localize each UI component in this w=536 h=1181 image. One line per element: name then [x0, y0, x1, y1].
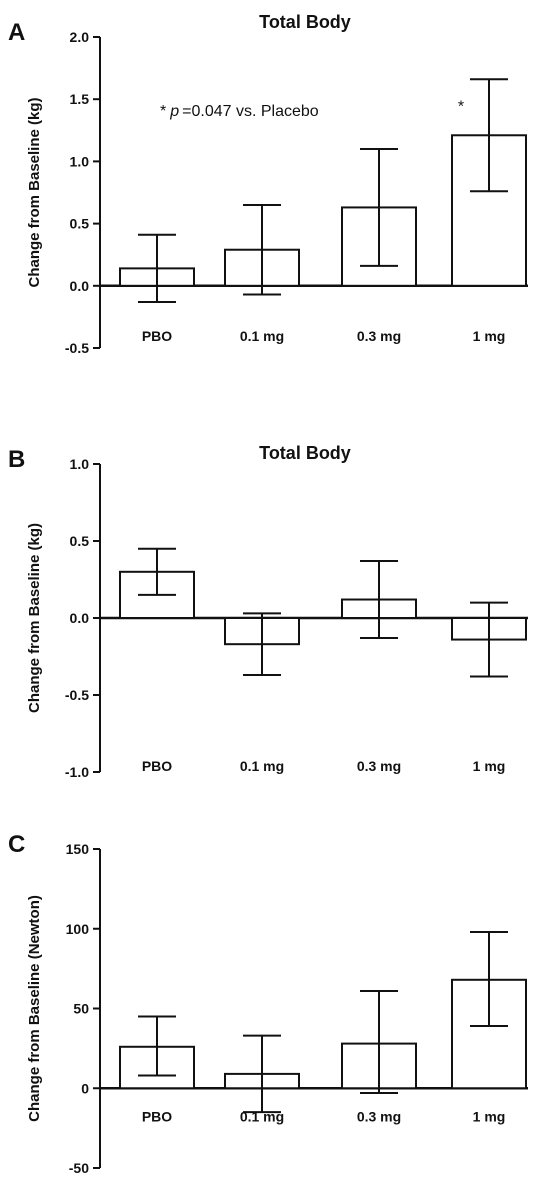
- y-tick-label: 0.0: [70, 610, 90, 626]
- chart-title: Total Body: [259, 12, 351, 32]
- chart-panel-c: C Change from Baseline (Newton) 150 100 50 0 -…: [8, 831, 528, 1176]
- y-tick-label: 1.5: [70, 91, 90, 107]
- y-tick-label: 1.0: [70, 153, 90, 169]
- panel-letter: A: [8, 19, 25, 46]
- x-tick-label: 0.3 mg: [357, 328, 401, 344]
- chart-title: Total Body: [259, 443, 351, 463]
- annotation-text: =0.047 vs. Placebo: [182, 103, 319, 120]
- y-tick-label: 1.0: [70, 456, 90, 472]
- x-tick-label: 0.1 mg: [240, 328, 284, 344]
- annotation-p: p: [169, 103, 179, 120]
- y-axis-label: Change from Baseline (Newton): [26, 895, 43, 1122]
- panel-letter: B: [8, 446, 25, 473]
- x-tick-label: 0.3 mg: [357, 758, 401, 774]
- p-value-annotation: * p =0.047 vs. Placebo: [160, 103, 319, 120]
- panel-letter: C: [8, 831, 25, 858]
- x-tick-label: 1 mg: [473, 1108, 506, 1124]
- x-tick-label: PBO: [142, 328, 172, 344]
- y-tick-label: 0.5: [70, 216, 90, 232]
- x-tick-label: 1 mg: [473, 758, 506, 774]
- y-tick-label: 2.0: [70, 29, 90, 45]
- x-tick-label: 1 mg: [473, 328, 506, 344]
- y-tick-label: 0: [81, 1080, 89, 1096]
- y-tick-label: 100: [66, 921, 90, 937]
- x-tick-label: 0.1 mg: [240, 1108, 284, 1124]
- significance-marker: *: [458, 98, 464, 115]
- y-tick-label: -0.5: [65, 340, 89, 356]
- y-axis-label: Change from Baseline (kg): [26, 97, 43, 287]
- x-tick-label: PBO: [142, 758, 172, 774]
- y-tick-label: 50: [73, 1001, 89, 1017]
- y-axis-label: Change from Baseline (kg): [26, 523, 43, 713]
- y-tick-label: -0.5: [65, 687, 89, 703]
- y-tick-label: 150: [66, 841, 90, 857]
- y-tick-label: 0.0: [70, 278, 90, 294]
- x-tick-label: PBO: [142, 1108, 172, 1124]
- x-tick-label: 0.1 mg: [240, 758, 284, 774]
- y-tick-label: -1.0: [65, 764, 89, 780]
- chart-panel-a: A Total Body Change from Baseline (kg) 2.0 1…: [8, 12, 528, 356]
- annotation-star: *: [160, 103, 166, 120]
- x-tick-label: 0.3 mg: [357, 1108, 401, 1124]
- chart-panel-b: B Total Body Change from Baseline (kg) 1.0 0…: [8, 443, 528, 780]
- y-tick-label: -50: [69, 1160, 89, 1176]
- y-tick-label: 0.5: [70, 533, 90, 549]
